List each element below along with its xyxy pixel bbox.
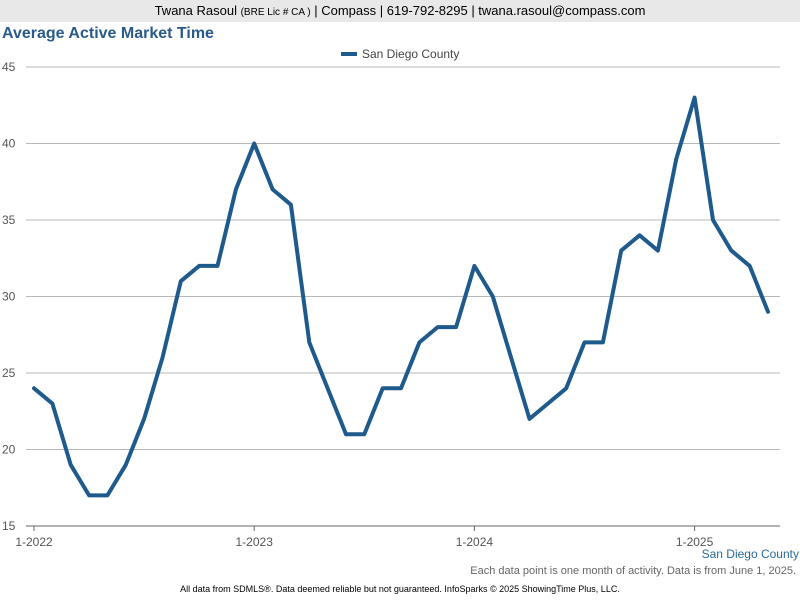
data-point [69,463,73,467]
data-point [252,142,256,146]
data-point [748,264,752,268]
legend-label: San Diego County [362,47,459,61]
data-point [179,279,183,283]
data-point [491,295,495,299]
legend: San Diego County [341,47,459,61]
y-tick-label: 15 [2,519,16,533]
y-tick-label: 30 [2,290,16,304]
data-point [105,493,109,497]
agent-header: Twana Rasoul (BRE Lic # CA ) | Compass |… [0,0,800,22]
data-point [124,463,128,467]
x-tick-label: 1-2025 [676,535,714,549]
data-point [50,402,54,406]
y-axis: 15 20 25 30 35 40 45 [2,60,16,533]
license-text: (BRE Lic # CA ) [240,7,311,18]
agent-name: Twana Rasoul [154,3,237,18]
x-tick-label: 1-2022 [15,535,53,549]
data-point [87,493,91,497]
data-point [729,249,733,253]
data-point [289,203,293,207]
series-line-san-diego-county [32,95,770,498]
data-point [674,157,678,161]
data-note: Each data point is one month of activity… [470,565,796,577]
contact-text: | Compass | 619-792-8295 | twana.rasoul@… [314,3,646,18]
data-point [436,325,440,329]
footer-disclaimer: All data from SDMLS®. Data deemed reliab… [180,584,620,594]
data-point [527,417,531,421]
data-point [234,187,238,191]
data-point [142,417,146,421]
data-point [344,432,348,436]
data-point [583,340,587,344]
data-point [307,340,311,344]
data-point [271,187,275,191]
data-point [472,264,476,268]
data-point [656,249,660,253]
data-point [32,386,36,390]
x-tick-label: 1-2023 [236,535,274,549]
y-tick-label: 25 [2,366,16,380]
x-axis: 1-2022 1-2023 1-2024 1-2025 [15,526,714,549]
data-point [693,96,697,100]
series-tag: San Diego County [701,547,799,561]
data-point [216,264,220,268]
gridlines [26,66,780,527]
x-tick-label: 1-2024 [456,535,494,549]
data-point [766,310,770,314]
data-point [638,233,642,237]
y-tick-label: 20 [2,443,16,457]
data-point [619,249,623,253]
data-point [509,356,513,360]
chart-title: Average Active Market Time [2,25,214,42]
data-point [454,325,458,329]
y-tick-label: 40 [2,137,16,151]
plot-area [32,95,770,498]
data-point [362,432,366,436]
data-point [546,402,550,406]
data-point [711,218,715,222]
data-point [160,356,164,360]
data-point [197,264,201,268]
data-point [381,386,385,390]
data-point [564,386,568,390]
data-point [417,340,421,344]
y-tick-label: 35 [2,213,16,227]
data-point [399,386,403,390]
data-point [601,340,605,344]
y-tick-label: 45 [2,60,16,74]
data-point [326,386,330,390]
